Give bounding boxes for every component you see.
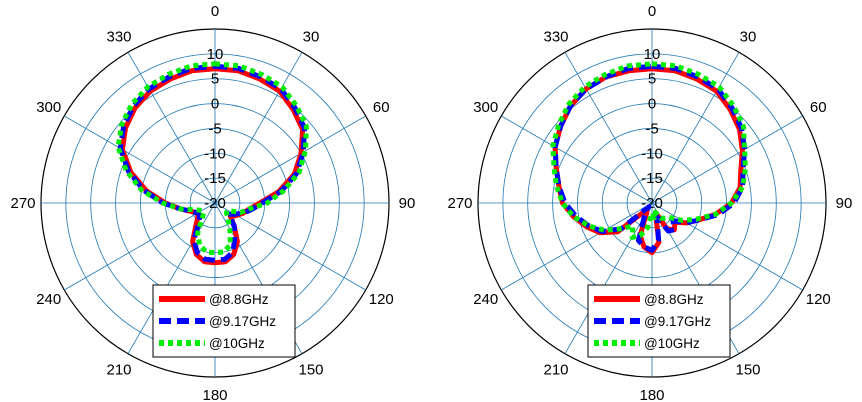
- legend-label: @8.8GHz: [209, 292, 269, 307]
- radial-tick-label: -15: [641, 170, 663, 187]
- grid-spoke: [501, 202, 653, 291]
- angle-tick-label: 120: [806, 291, 831, 308]
- angle-tick-label: 30: [303, 29, 320, 46]
- angle-tick-label: 300: [473, 99, 498, 116]
- angle-tick-label: 330: [106, 29, 131, 46]
- legend: @8.8GHz @9.17GHz @10GHz: [587, 284, 731, 358]
- radial-tick-label: 5: [648, 71, 656, 88]
- grid-spoke: [214, 52, 303, 204]
- radial-tick-label: 0: [648, 96, 656, 113]
- radial-tick-label: -5: [208, 120, 221, 137]
- polar-chart-2: 0306090120150180210240270300330-20-15-10…: [447, 3, 852, 402]
- grid-spoke: [651, 52, 740, 204]
- grid-spoke: [651, 115, 803, 204]
- angle-tick-label: 240: [36, 291, 61, 308]
- radial-tick-label: -15: [204, 170, 226, 187]
- grid-spoke: [564, 52, 653, 204]
- radial-tick-label: 10: [207, 46, 224, 63]
- legend-label: @9.17GHz: [209, 314, 276, 329]
- grid-spoke: [127, 52, 216, 204]
- grid-spoke: [64, 202, 216, 291]
- angle-tick-label: 0: [648, 3, 656, 20]
- angle-tick-label: 120: [369, 291, 394, 308]
- radial-tick-label: -10: [204, 145, 226, 162]
- angle-tick-label: 60: [810, 99, 827, 116]
- legend-label: @8.8GHz: [644, 292, 704, 307]
- radial-tick-label: -20: [204, 195, 226, 212]
- legend-label: @10GHz: [644, 336, 700, 351]
- angle-tick-label: 270: [447, 195, 472, 212]
- radial-tick-label: 0: [211, 96, 219, 113]
- angle-tick-label: 150: [298, 361, 323, 378]
- angle-tick-label: 90: [399, 195, 416, 212]
- grid-spoke: [64, 115, 216, 204]
- radial-tick-label: -5: [645, 120, 658, 137]
- angle-tick-label: 180: [202, 387, 227, 402]
- angle-tick-label: 270: [10, 195, 35, 212]
- grid-spoke: [214, 115, 366, 204]
- angle-tick-label: 90: [836, 195, 853, 212]
- angle-tick-label: 0: [211, 3, 219, 20]
- polar-chart-1: 0 30 60 90 120 150 180 210 240 270 300 330 -20 -15 -10…: [10, 3, 415, 402]
- legend: @8.8GHz @9.17GHz @10GHz: [152, 284, 296, 358]
- angle-tick-label: 60: [373, 99, 390, 116]
- radial-tick-label: -10: [641, 145, 663, 162]
- grid-spoke: [651, 202, 803, 291]
- angle-tick-label: 330: [543, 29, 568, 46]
- angle-tick-label: 210: [106, 361, 131, 378]
- angle-tick-label: 210: [543, 361, 568, 378]
- angle-tick-label: 180: [639, 387, 664, 402]
- radial-tick-label: 10: [644, 46, 661, 63]
- angle-tick-label: 240: [473, 291, 498, 308]
- grid-spoke: [214, 202, 366, 291]
- grid-spoke: [564, 202, 653, 354]
- grid-spoke: [127, 202, 216, 354]
- angle-tick-label: 30: [740, 29, 757, 46]
- legend-label: @10GHz: [209, 336, 265, 351]
- angle-tick-label: 300: [36, 99, 61, 116]
- legend-label: @9.17GHz: [644, 314, 711, 329]
- series-line-3: [550, 61, 748, 240]
- angle-tick-label: 150: [735, 361, 760, 378]
- radial-tick-label: 5: [211, 71, 219, 88]
- grid-spoke: [501, 115, 653, 204]
